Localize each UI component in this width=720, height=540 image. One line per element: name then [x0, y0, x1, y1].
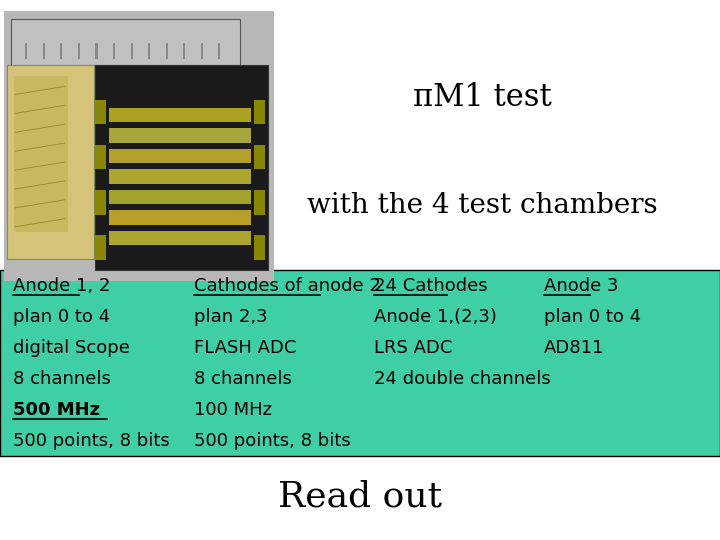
Bar: [95, 100, 106, 124]
Text: LRS ADC: LRS ADC: [374, 339, 453, 356]
Bar: [109, 190, 251, 204]
Bar: [254, 100, 265, 124]
Text: FLASH ADC: FLASH ADC: [194, 339, 297, 356]
Text: plan 0 to 4: plan 0 to 4: [13, 308, 110, 326]
Bar: [95, 145, 106, 170]
Text: 500 points, 8 bits: 500 points, 8 bits: [13, 432, 170, 450]
Bar: [4, 11, 274, 281]
Text: plan 2,3: plan 2,3: [194, 308, 268, 326]
Text: 500 points, 8 bits: 500 points, 8 bits: [194, 432, 351, 450]
Bar: [109, 231, 251, 245]
Bar: [42, 43, 45, 59]
Bar: [95, 65, 268, 270]
Bar: [201, 43, 203, 59]
Bar: [78, 43, 80, 59]
Text: 8 channels: 8 channels: [13, 370, 111, 388]
Bar: [95, 43, 98, 59]
Bar: [11, 19, 240, 65]
Bar: [95, 235, 106, 260]
Bar: [109, 170, 251, 184]
Bar: [254, 145, 265, 170]
Text: digital Scope: digital Scope: [13, 339, 130, 356]
Text: 500 MHz: 500 MHz: [13, 401, 100, 418]
Text: with the 4 test chambers: with the 4 test chambers: [307, 192, 657, 219]
Text: 24 Cathodes: 24 Cathodes: [374, 276, 488, 294]
Bar: [109, 149, 251, 163]
Bar: [109, 129, 251, 143]
Bar: [60, 43, 63, 59]
Bar: [113, 43, 115, 59]
Bar: [166, 43, 168, 59]
Bar: [0, 270, 720, 456]
Text: plan 0 to 4: plan 0 to 4: [544, 308, 641, 326]
Text: Read out: Read out: [278, 480, 442, 514]
Text: πM1 test: πM1 test: [413, 82, 552, 113]
Bar: [7, 65, 94, 259]
Bar: [254, 190, 265, 214]
Bar: [109, 211, 251, 225]
Bar: [130, 43, 132, 59]
Bar: [109, 108, 251, 122]
Text: 8 channels: 8 channels: [194, 370, 292, 388]
Bar: [148, 43, 150, 59]
Text: 100 MHz: 100 MHz: [194, 401, 272, 418]
Bar: [183, 43, 185, 59]
Text: Anode 1,(2,3): Anode 1,(2,3): [374, 308, 498, 326]
Bar: [95, 190, 106, 214]
Text: AD811: AD811: [544, 339, 604, 356]
Text: Anode 3: Anode 3: [544, 276, 618, 294]
Text: 24 double channels: 24 double channels: [374, 370, 551, 388]
Bar: [14, 76, 68, 232]
Text: Cathodes of anode 2: Cathodes of anode 2: [194, 276, 382, 294]
Bar: [218, 43, 220, 59]
Bar: [25, 43, 27, 59]
Bar: [254, 235, 265, 260]
Text: Anode 1, 2: Anode 1, 2: [13, 276, 110, 294]
